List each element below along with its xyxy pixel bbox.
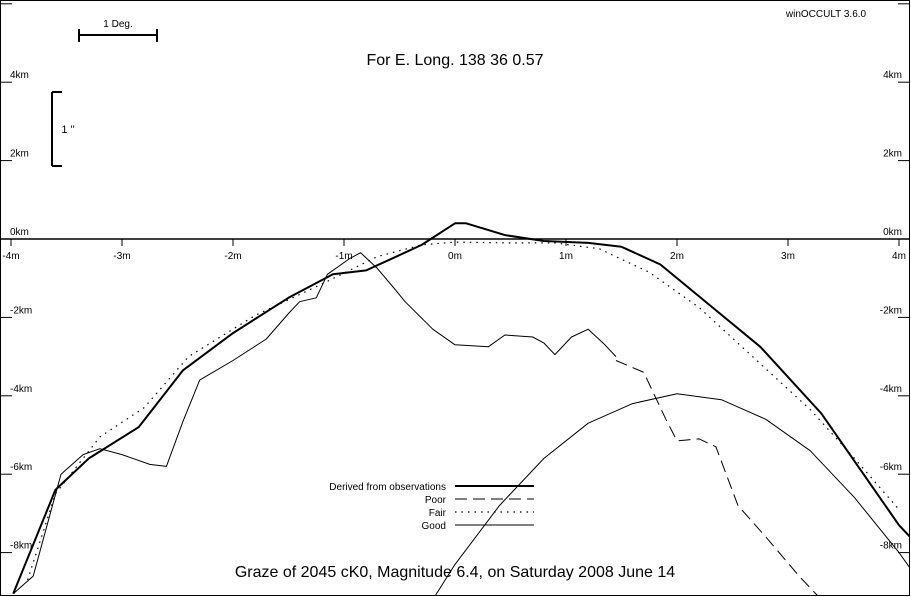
y-tick-label-left: 4km	[10, 70, 29, 81]
x-tick-label: 1m	[559, 251, 573, 262]
x-tick-label: -1m	[335, 251, 352, 262]
y-tick-label-right: 0km	[883, 227, 902, 238]
y-tick-label-left: 0km	[10, 227, 29, 238]
x-tick-label: 3m	[781, 251, 795, 262]
y-tick-label-right: -4km	[880, 384, 902, 395]
y-tick-label-left: -6km	[10, 462, 32, 473]
arcsec-scale-bar: 1 ''	[51, 91, 75, 167]
legend-label: Poor	[425, 495, 447, 506]
x-tick-label: 4m	[892, 251, 906, 262]
x-tick-label: -2m	[224, 251, 241, 262]
legend-label: Fair	[429, 508, 447, 519]
series-line-good	[12, 252, 617, 595]
series-line-poor	[615, 360, 818, 595]
arcsec-scale-label: 1 ''	[61, 124, 74, 136]
y-tick-label-right: 4km	[883, 70, 902, 81]
version-label: winOCCULT 3.6.0	[785, 9, 867, 20]
y-tick-label-right: -8km	[880, 541, 902, 552]
x-tick-label: 0m	[448, 251, 462, 262]
legend-label: Good	[422, 521, 446, 532]
legend-label: Derived from observations	[329, 482, 446, 493]
x-tick-label: 2m	[670, 251, 684, 262]
y-tick-label-right: -6km	[880, 462, 902, 473]
degree-scale-bar: 1 Deg.	[78, 19, 158, 42]
series-line-good	[435, 393, 909, 595]
y-tick-label-right: 6km	[883, 0, 902, 3]
header-title: For E. Long. 138 36 0.57	[366, 52, 543, 69]
series-line-derived-from-observations	[12, 222, 909, 595]
y-tick-label-right: -2km	[880, 305, 902, 316]
axes-group: -4m -3m -2m -1m 0m 1m 2m 3m 4m 6km 6km 4km 4km 2km 2km…	[1, 0, 909, 554]
y-tick-label-left: -8km	[10, 541, 32, 552]
y-tick-label-left: 2km	[10, 149, 29, 160]
series-line-fair	[27, 241, 900, 581]
footer-title: Graze of 2045 cK0, Magnitude 6.4, on Sat…	[235, 564, 675, 581]
y-tick-label-left: 6km	[10, 0, 29, 3]
y-tick-label-left: -2km	[10, 305, 32, 316]
degree-scale-label: 1 Deg.	[103, 19, 132, 30]
y-tick-label-left: -4km	[10, 384, 32, 395]
legend: Derived from observations Poor Fair Good	[329, 482, 534, 532]
x-tick-label: -4m	[2, 251, 19, 262]
x-tick-label: -3m	[113, 251, 130, 262]
y-tick-label-right: 2km	[883, 149, 902, 160]
series-group	[12, 222, 909, 595]
